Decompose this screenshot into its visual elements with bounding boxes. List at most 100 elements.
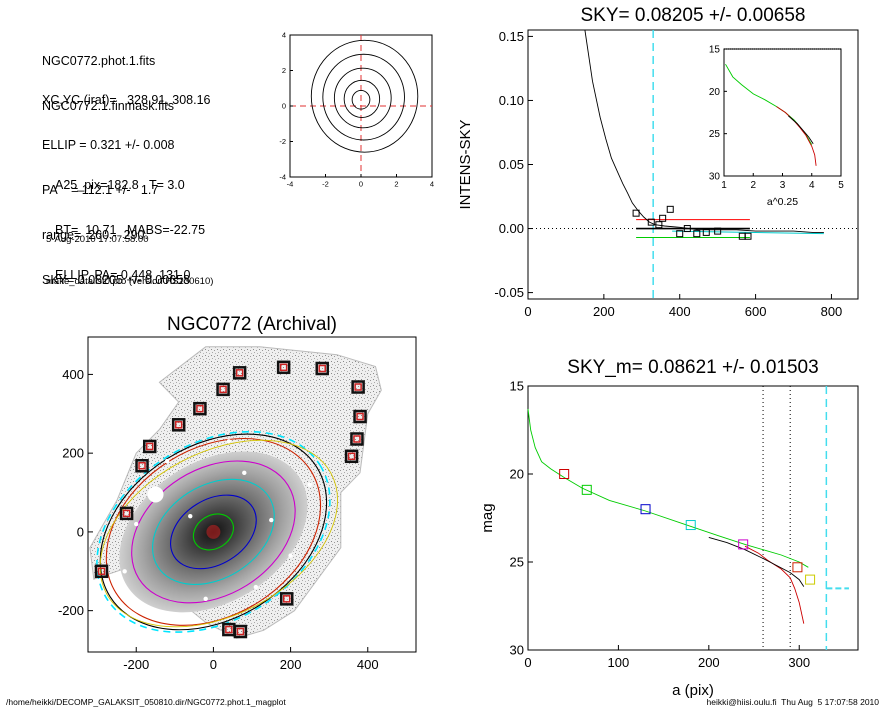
isophote-marker xyxy=(559,469,570,479)
ellip-param: ELLIP = 0.321 +/- 0.008 xyxy=(42,138,175,152)
inset-xtick-label: 5 xyxy=(838,180,844,191)
inset-xtick-label: 4 xyxy=(809,180,815,191)
masked-star-box-inner xyxy=(354,383,362,391)
inset-profile-line xyxy=(788,115,814,145)
sky-sample-point xyxy=(647,218,655,226)
masked-star-box xyxy=(171,418,186,432)
masked-star-box-inner xyxy=(145,442,154,451)
mag-ytick-label: 20 xyxy=(510,467,524,482)
galaxy-frame xyxy=(87,336,417,653)
masked-star-box xyxy=(350,432,364,446)
masked-star-box xyxy=(216,382,230,397)
isophote-marker xyxy=(685,520,696,531)
bt-result: BT= 10.71 MABS=-22.75 xyxy=(55,223,206,237)
inset-ytick-label: 20 xyxy=(709,87,721,98)
mag-ytick-label: 25 xyxy=(510,555,524,570)
galaxy-ytick-label: 400 xyxy=(62,367,84,382)
sky-ytick-label: 0.00 xyxy=(499,221,524,236)
masked-star xyxy=(188,513,193,519)
isophote-contour xyxy=(351,90,371,110)
masked-star-box-inner xyxy=(235,369,244,377)
inset-xlabel: a^0.25 xyxy=(767,196,798,208)
sky-sample-point xyxy=(744,232,752,240)
contour-xtick-label: 2 xyxy=(394,180,398,189)
run-info: 5-Aug-2010 17:07:58.00 make_datalist0.pr… xyxy=(46,205,213,303)
masked-star-box xyxy=(233,624,248,639)
isophote-ellipse xyxy=(192,513,234,551)
masked-star-box xyxy=(94,564,109,579)
run-date: 5-Aug-2010 17:07:58.00 xyxy=(46,234,149,245)
pa-param: PA = 112.1 +/- 1.7 xyxy=(42,183,159,197)
isophote-contour xyxy=(322,53,405,141)
image-file-name: NGC0772.phot.1.fits xyxy=(42,54,156,68)
isophote-contour xyxy=(333,67,392,129)
footer-path: /home/heikki/DECOMP_GALAKSIT_050810.dir/… xyxy=(6,697,286,707)
masked-star xyxy=(253,584,259,590)
masked-star-box xyxy=(119,506,134,521)
contour-ytick-label: 4 xyxy=(282,31,286,40)
masked-star-box-inner xyxy=(219,385,227,394)
galaxy-xtick-label: 400 xyxy=(357,657,379,672)
masked-star-box xyxy=(344,449,359,464)
masked-star xyxy=(122,569,127,574)
mag-ylabel: mag xyxy=(479,503,496,532)
inset-profile-line xyxy=(776,106,817,166)
mag-xtick-label: 100 xyxy=(608,655,630,670)
masked-star-box-inner xyxy=(97,567,106,576)
mag-profile-line xyxy=(708,536,805,587)
sky-sample-point xyxy=(683,225,691,233)
inset-ytick-label: 25 xyxy=(709,129,721,140)
masked-star-box-inner xyxy=(282,595,291,603)
masked-star-box-inner xyxy=(236,627,245,636)
masked-star xyxy=(226,439,232,444)
file-list: NGC0772.phot.1.fits NGC0772.1.finmask.fi… xyxy=(42,24,174,129)
sky-xtick-label: 400 xyxy=(669,304,691,319)
galaxy-xtick-label: -200 xyxy=(123,657,149,672)
sky-sample-point xyxy=(714,227,722,235)
sky-sample-point xyxy=(693,230,701,238)
mag-xtick-label: 0 xyxy=(524,655,531,670)
a25-result: A25_pix=182.8 T= 3.0 xyxy=(55,178,185,192)
sky-param: SKY= 0.08205 +/- 0.00658 xyxy=(42,273,191,287)
sky-ytick-label: -0.05 xyxy=(494,285,524,300)
contour-xtick-label: 4 xyxy=(430,180,434,189)
sky-sample-point xyxy=(632,209,640,217)
sky-sample-point xyxy=(666,205,674,213)
sky-ylabel: INTENS-SKY xyxy=(457,119,474,209)
galaxy-ytick-label: -200 xyxy=(58,603,84,618)
masked-star-box-inner xyxy=(122,509,131,518)
sky-sample-point xyxy=(738,232,746,240)
sky-ytick-label: 0.10 xyxy=(499,93,524,108)
masked-star-box-inner xyxy=(196,404,204,413)
masked-star-box xyxy=(193,401,207,416)
isophote-ellipse xyxy=(96,430,331,633)
inset-ytick-label: 15 xyxy=(709,45,721,56)
mag-xlabel: a (pix) xyxy=(672,682,714,699)
masked-star-box xyxy=(232,366,247,380)
masked-star xyxy=(269,517,274,523)
isophote-contour xyxy=(343,79,381,118)
inset-xtick-label: 3 xyxy=(780,180,786,191)
sky-sample-point xyxy=(676,230,684,238)
mag-profile-plot: SKY_m= 0.08621 +/- 0.01503 a (pix) mag 0 100… xyxy=(479,357,859,699)
masked-star-box-inner xyxy=(174,421,183,429)
masked-star-box xyxy=(351,380,365,394)
contour-xtick-label: -4 xyxy=(287,180,294,189)
ellip-pa-result: ELLIP, PA= 0.448 131.0 xyxy=(55,268,191,282)
masked-star-box xyxy=(142,439,157,454)
isophote-ellipse xyxy=(152,478,275,586)
masked-star-box-inner xyxy=(318,364,326,373)
contour-xtick-label: 0 xyxy=(359,180,363,189)
inset-xtick-label: 1 xyxy=(721,180,727,191)
galaxy-xtick-label: 0 xyxy=(210,657,217,672)
isophote-ellipse xyxy=(131,460,296,604)
masked-star-box xyxy=(276,360,291,375)
mag-frame xyxy=(527,385,859,651)
outer-isophote-ellipse xyxy=(99,439,338,628)
masked-star-box-inner xyxy=(356,412,364,421)
galaxy-nucleus xyxy=(206,524,221,539)
inset-frame xyxy=(723,48,842,177)
galaxy-xtick-label: 200 xyxy=(280,657,302,672)
